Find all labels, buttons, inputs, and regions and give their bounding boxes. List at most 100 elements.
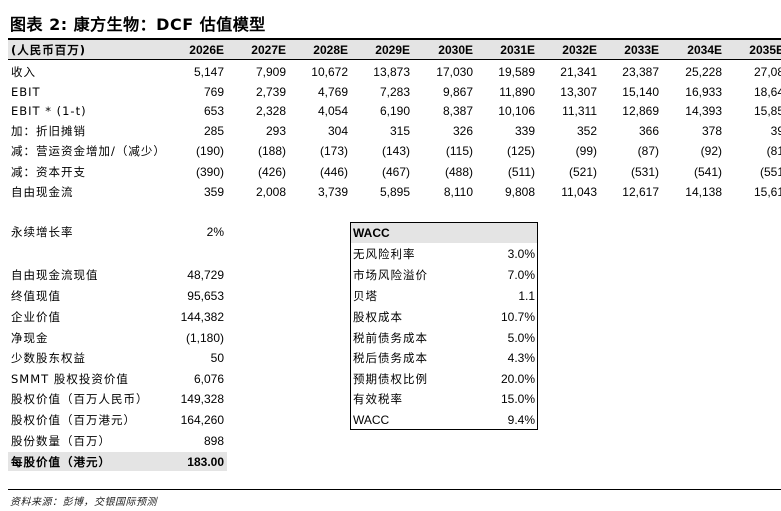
row-value: (125) — [506, 144, 535, 158]
row-value: 10,106 — [498, 104, 535, 118]
row-value: (81 — [766, 144, 781, 158]
row-value: 11,890 — [499, 85, 535, 99]
row-value: 15,85 — [753, 104, 781, 118]
row-value: 8,110 — [443, 185, 473, 199]
valuation-value: 48,729 — [187, 268, 224, 282]
row-value: 16,933 — [685, 85, 722, 99]
row-value: 13,307 — [560, 85, 597, 99]
growth-value: 2% — [206, 225, 224, 239]
valuation-label: 股权价值（百万人民币） — [11, 392, 149, 406]
row-value: 4,769 — [317, 85, 348, 99]
row-value: 13,873 — [373, 65, 410, 79]
row-value: 366 — [638, 124, 659, 138]
row-value: (467) — [381, 165, 410, 179]
wacc-row-value: 1.1 — [518, 289, 535, 303]
row-value: 315 — [389, 124, 410, 138]
row-value: 6,190 — [379, 104, 410, 118]
row-label: EBIT * (1-t) — [11, 104, 87, 118]
valuation-label: 终值现值 — [11, 289, 61, 303]
valuation-label: 少数股东权益 — [11, 351, 86, 365]
row-value: 9,808 — [504, 185, 535, 199]
row-value: 5,147 — [193, 65, 224, 79]
row-value: 2,008 — [255, 185, 286, 199]
row-value: 8,387 — [442, 104, 473, 118]
row-value: 7,283 — [379, 85, 410, 99]
row-value: 15,61 — [753, 185, 781, 199]
row-value: 25,228 — [685, 65, 722, 79]
row-value: 352 — [576, 124, 597, 138]
row-value: (541) — [693, 165, 722, 179]
row-value: 339 — [514, 124, 535, 138]
row-value: (190) — [195, 144, 224, 158]
row-value: 378 — [701, 124, 722, 138]
wacc-row-label: 无风险利率 — [353, 247, 416, 261]
valuation-label: 股权价值（百万港元） — [11, 413, 136, 427]
wacc-row-label: 股权成本 — [353, 310, 403, 324]
year-header: 2028E — [313, 43, 348, 57]
wacc-row-label: 税前债务成本 — [353, 331, 428, 345]
row-value: (143) — [381, 144, 410, 158]
row-value: 304 — [327, 124, 348, 138]
row-value: 10,672 — [311, 65, 348, 79]
row-value: 293 — [265, 124, 286, 138]
wacc-row-label: 贝塔 — [353, 289, 378, 303]
header-bottom-rule — [8, 59, 781, 60]
row-value: 3,739 — [317, 185, 348, 199]
row-value: (531) — [630, 165, 659, 179]
unit-label: (人民币百万) — [11, 43, 87, 57]
row-value: 2,739 — [255, 85, 286, 99]
valuation-label: 股份数量（百万） — [11, 434, 111, 448]
wacc-row-value: 4.3% — [507, 351, 535, 365]
row-value: 15,140 — [622, 85, 659, 99]
source-note: 资料来源：彭博，交银国际预测 — [10, 497, 157, 508]
valuation-value: 6,076 — [193, 372, 224, 386]
row-value: 11,043 — [561, 185, 597, 199]
valuation-label: 自由现金流现值 — [11, 268, 99, 282]
row-value: (99) — [575, 144, 597, 158]
valuation-value: 164,260 — [180, 413, 224, 427]
per-share-label: 每股价值（港元） — [11, 455, 111, 469]
figure-title: 图表 2: 康方生物：DCF 估值模型 — [10, 15, 266, 34]
valuation-value: 898 — [203, 434, 224, 448]
valuation-label: 净现金 — [11, 331, 49, 345]
row-label: 自由现金流 — [11, 185, 74, 199]
row-value: (511) — [507, 165, 535, 179]
row-value: 4,054 — [317, 104, 348, 118]
row-value: 21,341 — [560, 65, 597, 79]
row-value: 23,387 — [622, 65, 659, 79]
valuation-label: 企业价值 — [11, 310, 61, 324]
wacc-row-value: 10.7% — [500, 310, 535, 324]
year-header: 2034E — [687, 43, 722, 57]
row-value: 12,869 — [622, 104, 659, 118]
row-value: (188) — [257, 144, 286, 158]
row-label: 减：资本开支 — [11, 165, 86, 179]
per-share-band — [8, 452, 227, 471]
row-value: 359 — [203, 185, 224, 199]
year-header: 2035E — [749, 43, 781, 57]
row-value: 11,311 — [562, 104, 597, 118]
row-value: 7,909 — [255, 65, 286, 79]
row-value: 12,617 — [622, 185, 659, 199]
wacc-row-label: WACC — [353, 413, 390, 427]
row-value: 17,030 — [436, 65, 473, 79]
row-value: 18,64 — [753, 85, 781, 99]
row-value: (521) — [568, 165, 597, 179]
valuation-value: 95,653 — [187, 289, 224, 303]
wacc-row-label: 有效税率 — [353, 392, 403, 406]
wacc-box — [350, 222, 538, 430]
row-value: 9,867 — [442, 85, 473, 99]
valuation-value: 149,328 — [180, 392, 224, 406]
per-share-value: 183.00 — [187, 455, 224, 469]
year-header: 2026E — [189, 43, 224, 57]
wacc-row-value: 3.0% — [507, 247, 535, 261]
row-label: EBIT — [11, 85, 41, 99]
wacc-header-band — [351, 223, 537, 243]
wacc-row-value: 20.0% — [500, 372, 535, 386]
year-header: 2027E — [251, 43, 286, 57]
row-value: 27,08 — [753, 65, 781, 79]
row-value: (115) — [445, 144, 473, 158]
row-value: 326 — [452, 124, 473, 138]
row-value: 769 — [203, 85, 224, 99]
valuation-value: (1,180) — [185, 331, 224, 345]
wacc-row-value: 15.0% — [500, 392, 535, 406]
